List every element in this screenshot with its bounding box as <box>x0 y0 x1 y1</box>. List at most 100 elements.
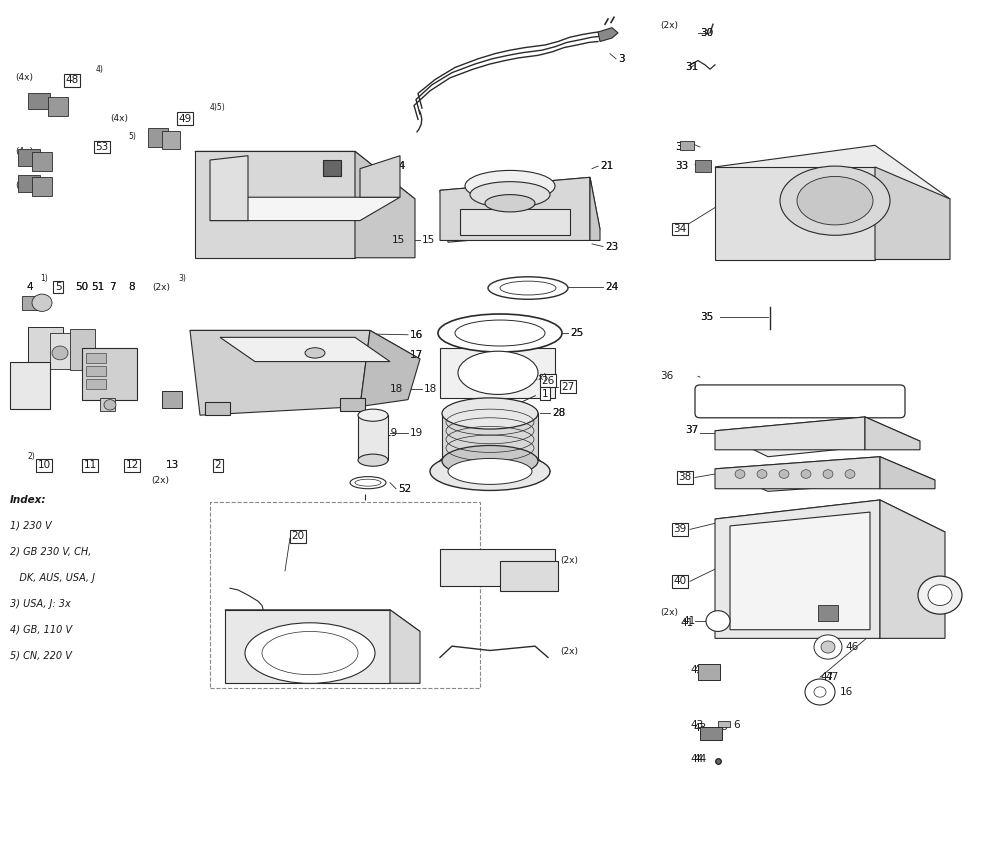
Text: 6: 6 <box>733 720 740 730</box>
Text: (2x): (2x) <box>560 556 578 565</box>
Text: 10: 10 <box>37 460 51 471</box>
Polygon shape <box>205 402 230 415</box>
Ellipse shape <box>442 398 538 429</box>
Polygon shape <box>880 500 945 638</box>
Text: 33: 33 <box>675 161 688 171</box>
Text: 4) GB, 110 V: 4) GB, 110 V <box>10 625 72 635</box>
Text: 53: 53 <box>95 142 109 152</box>
Bar <box>28 93 50 109</box>
Text: 18: 18 <box>390 384 403 394</box>
Text: 6: 6 <box>720 721 727 732</box>
Bar <box>100 398 115 411</box>
Polygon shape <box>715 500 945 552</box>
Ellipse shape <box>458 351 538 394</box>
Bar <box>358 415 388 460</box>
Text: 17: 17 <box>410 349 423 360</box>
Text: 4): 4) <box>96 65 104 74</box>
Text: 4)5): 4)5) <box>210 103 226 112</box>
Text: 41: 41 <box>682 616 695 626</box>
Text: (4x): (4x) <box>15 147 33 156</box>
Text: 25: 25 <box>570 328 583 338</box>
Text: Index:: Index: <box>10 495 46 505</box>
Polygon shape <box>715 457 880 489</box>
Circle shape <box>32 294 52 311</box>
Text: 51: 51 <box>91 282 105 292</box>
Text: 13: 13 <box>165 460 179 471</box>
Bar <box>700 727 722 740</box>
Text: (2x): (2x) <box>660 22 678 30</box>
Text: 16: 16 <box>410 330 423 340</box>
Text: 19: 19 <box>385 427 398 438</box>
Ellipse shape <box>470 182 550 208</box>
Polygon shape <box>875 167 950 260</box>
Text: 1): 1) <box>40 274 48 283</box>
Text: 39: 39 <box>673 524 687 535</box>
Circle shape <box>104 400 116 410</box>
Circle shape <box>706 611 730 631</box>
Text: 3: 3 <box>618 54 625 64</box>
Text: 52: 52 <box>398 484 411 494</box>
Text: (2x): (2x) <box>152 283 170 292</box>
Text: 5) CN, 220 V: 5) CN, 220 V <box>10 650 72 661</box>
Text: 3: 3 <box>618 54 625 64</box>
Polygon shape <box>195 151 355 258</box>
Text: 2: 2 <box>215 460 221 471</box>
Text: 45: 45 <box>842 607 855 618</box>
Text: 15: 15 <box>422 235 435 246</box>
Polygon shape <box>715 500 880 638</box>
Bar <box>86 379 106 389</box>
Ellipse shape <box>305 348 325 358</box>
Bar <box>22 296 40 310</box>
Text: 5): 5) <box>128 132 136 141</box>
Text: 21: 21 <box>600 161 613 171</box>
Text: 26: 26 <box>541 375 555 386</box>
Ellipse shape <box>780 166 890 235</box>
Text: 50: 50 <box>75 282 89 292</box>
Text: 43: 43 <box>690 720 703 730</box>
Ellipse shape <box>455 320 545 346</box>
Circle shape <box>814 635 842 659</box>
Bar <box>86 353 106 363</box>
Text: 1) 230 V: 1) 230 V <box>10 521 52 531</box>
Text: 14: 14 <box>393 161 406 171</box>
Polygon shape <box>598 28 618 42</box>
Text: 50: 50 <box>75 282 89 292</box>
Text: 17: 17 <box>410 349 423 360</box>
Text: 20: 20 <box>291 531 305 541</box>
Bar <box>32 177 52 196</box>
Text: (2x): (2x) <box>560 647 578 656</box>
Ellipse shape <box>797 176 873 225</box>
Polygon shape <box>355 151 415 258</box>
Bar <box>82 348 137 400</box>
Polygon shape <box>360 156 400 197</box>
Text: 41: 41 <box>680 618 693 628</box>
Ellipse shape <box>438 448 542 483</box>
Text: 52: 52 <box>398 484 411 494</box>
Bar <box>148 128 168 147</box>
Circle shape <box>821 641 835 653</box>
Ellipse shape <box>350 477 386 489</box>
Ellipse shape <box>465 170 555 202</box>
Text: 12: 12 <box>125 460 139 471</box>
Text: 42: 42 <box>693 665 706 676</box>
FancyBboxPatch shape <box>695 385 905 418</box>
Text: 35: 35 <box>700 312 713 323</box>
Text: 14: 14 <box>393 161 406 171</box>
Bar <box>86 366 106 376</box>
Text: 24: 24 <box>605 282 618 292</box>
Circle shape <box>805 679 835 705</box>
Polygon shape <box>440 177 590 240</box>
Text: (2x): (2x) <box>660 608 678 617</box>
Bar <box>718 721 730 727</box>
Polygon shape <box>210 156 248 221</box>
Polygon shape <box>590 177 600 240</box>
Bar <box>48 97 68 116</box>
Text: 45: 45 <box>815 618 828 628</box>
Ellipse shape <box>355 479 381 486</box>
Text: 36: 36 <box>660 371 673 381</box>
Polygon shape <box>715 417 865 450</box>
Text: 23: 23 <box>605 241 618 252</box>
Polygon shape <box>190 330 420 359</box>
Bar <box>70 329 95 370</box>
Polygon shape <box>195 151 415 199</box>
